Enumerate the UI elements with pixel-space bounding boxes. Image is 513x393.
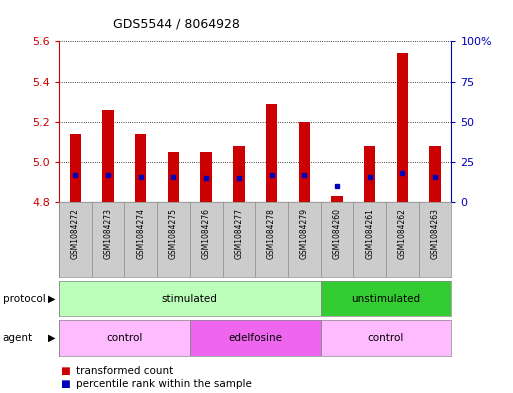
Text: control: control (106, 333, 143, 343)
Text: ■: ■ (61, 379, 70, 389)
Text: stimulated: stimulated (162, 294, 218, 304)
Text: control: control (368, 333, 404, 343)
Text: GSM1084276: GSM1084276 (202, 208, 211, 259)
Text: GSM1084272: GSM1084272 (71, 208, 80, 259)
Text: GDS5544 / 8064928: GDS5544 / 8064928 (113, 18, 240, 31)
Text: GSM1084274: GSM1084274 (136, 208, 145, 259)
Text: percentile rank within the sample: percentile rank within the sample (76, 379, 252, 389)
Bar (201, 152, 212, 202)
Text: unstimulated: unstimulated (351, 294, 421, 304)
Bar (59, 281, 321, 316)
Text: GSM1084260: GSM1084260 (332, 208, 342, 259)
Bar (135, 134, 147, 202)
Text: ▶: ▶ (48, 294, 55, 304)
Bar (321, 320, 451, 356)
Text: ■: ■ (61, 365, 70, 376)
Bar (321, 281, 451, 316)
Text: GSM1084263: GSM1084263 (430, 208, 440, 259)
Text: transformed count: transformed count (76, 365, 173, 376)
Bar (331, 196, 343, 202)
Text: GSM1084275: GSM1084275 (169, 208, 178, 259)
Text: GSM1084279: GSM1084279 (300, 208, 309, 259)
Bar (59, 320, 190, 356)
Bar (299, 122, 310, 202)
Text: GSM1084273: GSM1084273 (104, 208, 112, 259)
Text: edelfosine: edelfosine (228, 333, 282, 343)
Bar (70, 134, 81, 202)
Bar (233, 146, 245, 202)
Bar (364, 146, 376, 202)
Text: GSM1084262: GSM1084262 (398, 208, 407, 259)
Text: GSM1084278: GSM1084278 (267, 208, 276, 259)
Bar (429, 146, 441, 202)
Text: ▶: ▶ (48, 333, 55, 343)
Text: agent: agent (3, 333, 33, 343)
Bar (190, 320, 321, 356)
Text: GSM1084261: GSM1084261 (365, 208, 374, 259)
Text: protocol: protocol (3, 294, 45, 304)
Bar (397, 53, 408, 202)
Text: GSM1084277: GSM1084277 (234, 208, 243, 259)
Bar (266, 104, 278, 202)
Bar (102, 110, 114, 202)
Bar (168, 152, 179, 202)
